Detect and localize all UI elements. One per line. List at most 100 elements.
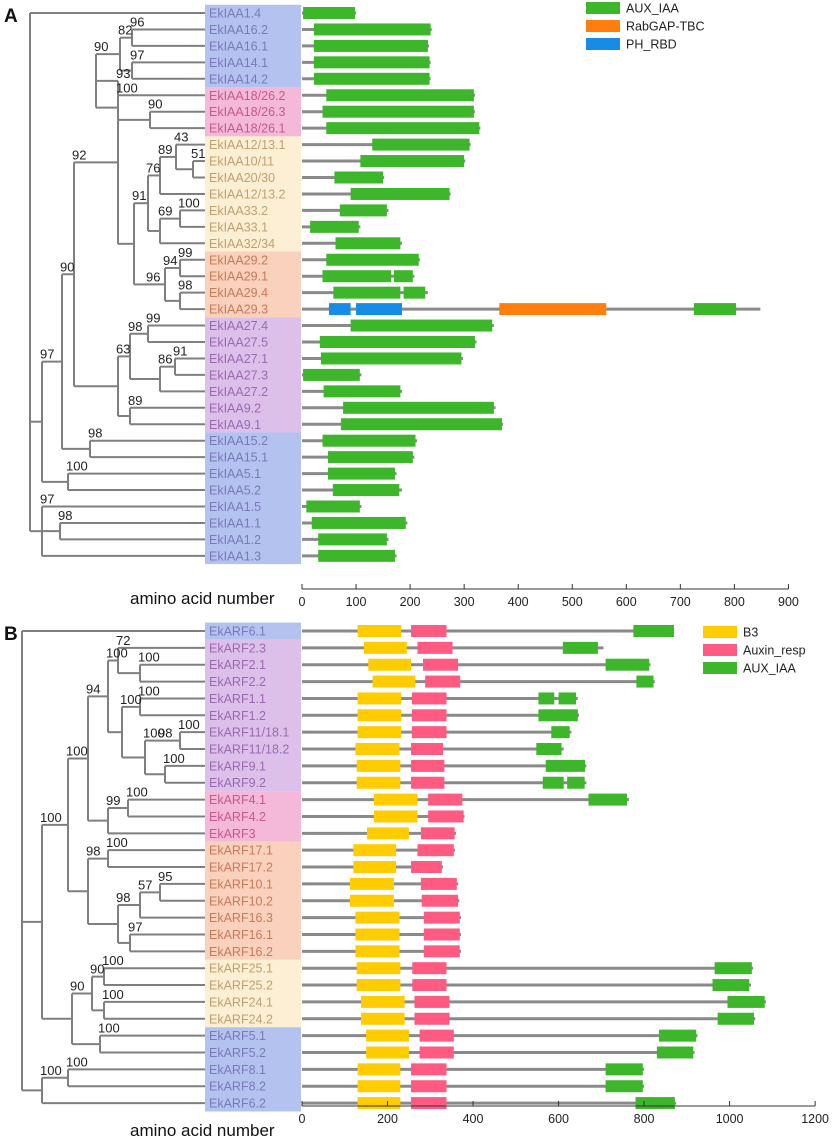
panel-a-legend: AUX_IAA RabGAP-TBC PH_RBD [586, 2, 705, 52]
tick-label: 200 [400, 595, 421, 609]
gene-label: EkARF3 [209, 827, 256, 841]
bootstrap-label: 100 [102, 987, 124, 1002]
domain-aux-iaa [340, 418, 502, 431]
domain-b3 [357, 1080, 401, 1093]
panel-a-group-bands [205, 4, 301, 565]
gene-label: EkIAA33.1 [209, 220, 268, 234]
gene-label: EkARF8.1 [209, 1063, 266, 1077]
gene-label: EkIAA27.3 [209, 368, 268, 382]
gene-label: EkIAA14.2 [209, 72, 268, 86]
domain-b3 [357, 709, 402, 722]
domain-aux-iaa [538, 709, 578, 722]
bootstrap-label: 100 [178, 717, 200, 732]
domain-aux-iaa [303, 368, 360, 381]
bootstrap-label: 90 [70, 978, 84, 993]
domain-b3 [357, 625, 402, 637]
legend-swatch [703, 644, 737, 656]
domain-b3 [356, 759, 401, 772]
bootstrap-label: 100 [66, 459, 88, 474]
bootstrap-label: 90 [148, 97, 162, 112]
tick-label: 700 [670, 595, 691, 609]
panel-b-letter: B [4, 624, 18, 645]
domain-aux-iaa [332, 484, 400, 497]
domain-aux-iaa [605, 1080, 643, 1093]
group-band [205, 317, 301, 433]
domain-auxin-resp [411, 776, 445, 789]
gene-label: EkIAA27.1 [209, 352, 268, 366]
bootstrap-label: 100 [120, 692, 142, 707]
domain-b3 [355, 928, 400, 941]
domain-aux-iaa [322, 105, 474, 118]
tick-label: 1200 [801, 1112, 829, 1126]
domain-b3 [357, 1063, 401, 1076]
bootstrap-label: 97 [40, 347, 54, 362]
bootstrap-label: 100 [116, 80, 138, 95]
group-band [205, 841, 301, 960]
domain-aux-iaa [562, 641, 598, 654]
legend-swatch [586, 20, 620, 32]
panel-a-protein-rows: EkIAA1.4 EkIAA16.2 EkIAA16.1 EkIAA14.1 EkIAA… [209, 7, 761, 563]
domain-auxin-resp [411, 743, 444, 756]
group-band [205, 622, 301, 640]
domain-auxin-resp [414, 1012, 450, 1025]
domain-aux-iaa [326, 253, 419, 266]
domain-aux-iaa [393, 270, 413, 283]
legend-swatch [703, 662, 737, 674]
gene-label: EkARF4.2 [209, 810, 266, 824]
domain-b3 [355, 945, 400, 958]
bootstrap-label: 97 [130, 47, 144, 62]
legend-label: PH_RBD [626, 38, 677, 52]
bootstrap-label: 100 [138, 650, 160, 665]
domain-ph-rbd [356, 303, 402, 316]
gene-label: EkIAA16.2 [209, 23, 268, 37]
domain-auxin-resp [412, 962, 447, 975]
gene-label: EkIAA29.4 [209, 286, 268, 300]
gene-label: EkIAA10/11 [209, 155, 274, 169]
gene-label: EkARF17.2 [209, 861, 273, 875]
domain-auxin-resp [411, 709, 447, 722]
domain-aux-iaa [320, 352, 462, 365]
bootstrap-label: 100 [106, 646, 128, 661]
bootstrap-label: 100 [163, 751, 185, 766]
bootstrap-label: 43 [174, 130, 188, 145]
bootstrap-label: 98 [116, 890, 130, 905]
panel-b: B 10072100100981001001001001009994100955… [4, 622, 829, 1140]
gene-label: EkIAA12/13.2 [209, 187, 285, 201]
gene-label: EkARF11/18.1 [209, 726, 289, 740]
bootstrap-label: 82 [118, 23, 132, 38]
gene-label: EkARF16.2 [209, 945, 273, 959]
tick-label: 800 [634, 1112, 655, 1126]
bootstrap-label: 100 [98, 1021, 120, 1036]
gene-label: EkIAA16.1 [209, 39, 268, 53]
bootstrap-label: 90 [94, 39, 108, 54]
domain-b3 [353, 844, 397, 857]
domain-b3 [357, 726, 402, 739]
bootstrap-label: 100 [143, 726, 165, 741]
group-band [205, 639, 301, 792]
domain-aux-iaa [313, 23, 431, 36]
bootstrap-label: 57 [138, 877, 152, 892]
domain-auxin-resp [412, 979, 447, 992]
domain-auxin-resp [423, 928, 460, 941]
bootstrap-label: 93 [116, 66, 130, 81]
gene-label: EkARF25.1 [209, 962, 273, 976]
gene-label: EkARF10.1 [209, 877, 273, 891]
gene-label: EkARF1.2 [209, 709, 266, 723]
bootstrap-label: 95 [158, 869, 172, 884]
domain-b3 [366, 827, 409, 840]
bootstrap-label: 98 [58, 508, 72, 523]
domain-aux-iaa [538, 692, 555, 705]
domain-rabgap-tbc [499, 303, 607, 316]
gene-label: EkIAA1.3 [209, 549, 261, 563]
domain-auxin-resp [423, 658, 459, 671]
gene-label: EkIAA1.5 [209, 500, 261, 514]
legend-label: B3 [743, 626, 758, 640]
bootstrap-label: 98 [178, 278, 192, 293]
domain-aux-iaa [319, 336, 475, 348]
domain-aux-iaa [545, 759, 586, 772]
domain-auxin-resp [428, 793, 463, 806]
domain-auxin-resp [428, 810, 464, 823]
bootstrap-label: 51 [191, 146, 205, 161]
panel-b-tree: 1007210010098100100100100100999410095579… [21, 630, 205, 1105]
domain-aux-iaa [551, 726, 570, 739]
